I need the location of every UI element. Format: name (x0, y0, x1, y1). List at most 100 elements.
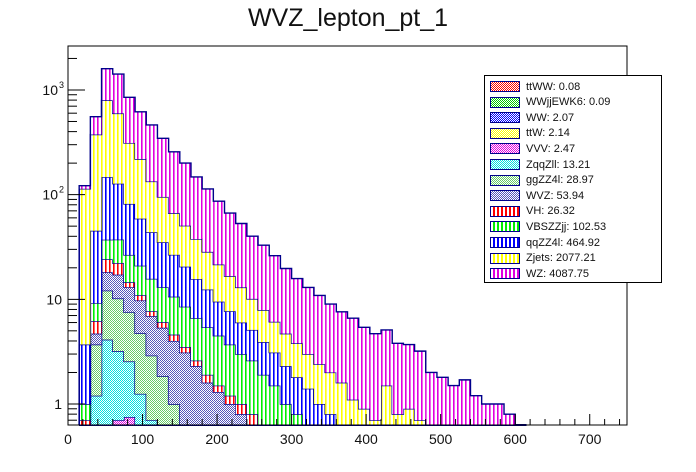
bar-WZ-bin-16 (258, 245, 270, 311)
legend-entry-WWjjEWK6: WWjjEWK6: 0.09 (490, 95, 610, 110)
stacked-bars (78, 67, 527, 426)
bar-VBSZZjj-bin-19 (291, 414, 303, 425)
bar-WZ-bin-22 (325, 304, 337, 373)
bar-Zjets-bin-23 (336, 382, 348, 425)
bar-VBSZZjj-bin-18 (280, 403, 292, 425)
bar-WZ-bin-38 (504, 414, 516, 425)
x-tick-label: 500 (429, 431, 453, 447)
bar-VBSZZjj-bin-10 (190, 318, 203, 361)
bar-VH-bin-3 (112, 263, 124, 275)
bar-WZ-bin-25 (358, 327, 370, 409)
bar-ggZZ4l-bin-5 (135, 333, 147, 394)
legend-label: WWjjEWK6: 0.09 (526, 96, 611, 109)
bar-ggZZ4l-bin-4 (123, 312, 136, 362)
bar-Zjets-bin-8 (168, 213, 180, 255)
legend-label: WZ: 4087.75 (526, 267, 589, 280)
bar-Zjets-bin-6 (146, 181, 158, 233)
bar-WZ-bin-28 (392, 343, 404, 415)
bar-ggZZ4l-bin-8 (168, 403, 180, 425)
bar-qqZZ4l-bin-3 (112, 183, 124, 240)
bar-ZqqZll-bin-4 (123, 361, 136, 418)
bar-WZ-bin-26 (369, 333, 382, 421)
bar-VH-bin-0 (79, 420, 91, 425)
legend-entry-VVV: VVV: 2.47 (490, 141, 575, 156)
bar-VH-bin-4 (123, 282, 136, 288)
bar-WZ-bin-27 (381, 329, 393, 386)
bar-WZ-bin-36 (481, 403, 493, 425)
bar-WZ-bin-11 (202, 188, 214, 252)
bar-WZ-bin-12 (213, 201, 225, 265)
y-tick-label: 10 (42, 82, 58, 98)
legend-entry-ttWW: ttWW: 0.08 (490, 79, 580, 94)
bar-qqZZ4l-bin-16 (258, 342, 270, 375)
bar-Zjets-bin-11 (202, 251, 214, 290)
bar-qqZZ4l-bin-10 (190, 279, 203, 319)
bar-qqZZ4l-bin-9 (179, 266, 191, 307)
bar-WZ-bin-6 (146, 124, 158, 182)
bar-Zjets-bin-18 (280, 333, 292, 367)
legend-entry-ggZZ4l: ggZZ4l: 28.97 (490, 173, 594, 188)
bar-ZqqZll-bin-3 (112, 351, 124, 421)
bar-Zjets-bin-20 (302, 354, 314, 389)
series-WZ (78, 67, 527, 426)
bar-VBSZZjj-bin-13 (224, 344, 236, 396)
bar-VBSZZjj-bin-11 (202, 327, 214, 375)
bar-WZ-bin-35 (470, 395, 482, 425)
bar-VBSZZjj-bin-14 (235, 354, 247, 404)
bar-Zjets-bin-30 (414, 420, 426, 425)
bar-qqZZ4l-bin-0 (79, 344, 91, 404)
bar-Zjets-bin-15 (246, 298, 259, 330)
bar-qqZZ4l-bin-19 (291, 377, 303, 415)
bar-Zjets-bin-0 (79, 188, 91, 345)
bar-Zjets-bin-10 (190, 239, 203, 280)
x-tick-label: 0 (64, 431, 72, 447)
bar-WZ-bin-2 (101, 68, 113, 101)
bar-VH-bin-9 (179, 347, 191, 353)
bar-WVZ-bin-12 (213, 392, 225, 425)
bar-WVZ-bin-2 (101, 272, 113, 291)
bar-VBSZZjj-bin-0 (79, 403, 91, 421)
bar-WZ-bin-31 (425, 372, 437, 425)
bar-WVZ-bin-14 (235, 414, 247, 425)
bar-Zjets-bin-24 (347, 399, 359, 425)
bar-WVZ-bin-11 (202, 382, 214, 425)
bar-WZ-bin-1 (90, 116, 102, 135)
bar-WVZ-bin-3 (112, 274, 124, 299)
bar-qqZZ4l-bin-14 (235, 322, 247, 355)
bar-VBSZZjj-bin-7 (157, 287, 169, 323)
bar-Zjets-bin-29 (403, 408, 415, 425)
bar-VBSZZjj-bin-16 (258, 374, 270, 425)
legend-swatch (490, 190, 520, 202)
legend-swatch (490, 268, 520, 280)
bar-qqZZ4l-bin-4 (123, 203, 136, 255)
bar-Zjets-bin-19 (291, 343, 303, 378)
legend-label: qqZZ4l: 464.92 (526, 236, 600, 249)
bar-Zjets-bin-14 (235, 287, 247, 323)
bar-qqZZ4l-bin-11 (202, 289, 214, 328)
bar-VBSZZjj-bin-15 (246, 360, 259, 415)
bar-WVZ-bin-10 (190, 366, 203, 425)
legend-entry-WZ: WZ: 4087.75 (490, 266, 589, 281)
bar-VBSZZjj-bin-8 (168, 296, 180, 335)
bar-WVZ-bin-8 (168, 340, 180, 404)
legend-label: VBSZZjj: 102.53 (526, 220, 607, 233)
bar-Zjets-bin-12 (213, 264, 225, 302)
legend-label: VVV: 2.47 (526, 142, 576, 155)
bar-Zjets-bin-17 (269, 321, 281, 353)
bar-WZ-bin-20 (302, 287, 314, 355)
legend-swatch (490, 96, 520, 108)
bar-WZ-bin-17 (269, 255, 281, 322)
bar-Zjets-bin-2 (101, 100, 113, 178)
x-tick-label: 300 (280, 431, 304, 447)
bar-VBSZZjj-bin-1 (90, 303, 102, 322)
x-tick-label: 100 (131, 431, 155, 447)
x-tick-label: 600 (504, 431, 528, 447)
legend-swatch (490, 112, 520, 124)
bar-VBSZZjj-bin-17 (269, 385, 281, 425)
bar-ggZZ4l-bin-1 (90, 344, 102, 396)
bar-ZqqZll-bin-1 (90, 395, 102, 425)
bar-WVZ-bin-7 (157, 327, 169, 377)
y-tick-exponent: 3 (59, 80, 64, 90)
